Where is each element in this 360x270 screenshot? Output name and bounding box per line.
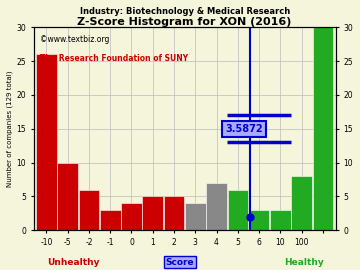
Bar: [143, 196, 163, 230]
Bar: [100, 210, 121, 230]
Bar: [164, 196, 184, 230]
Bar: [312, 27, 333, 230]
Bar: [121, 203, 142, 230]
Bar: [185, 203, 206, 230]
Text: 3.5872: 3.5872: [225, 124, 263, 134]
Text: Healthy: Healthy: [284, 258, 324, 266]
Bar: [270, 210, 291, 230]
Text: Score: Score: [166, 258, 194, 266]
Text: Industry: Biotechnology & Medical Research: Industry: Biotechnology & Medical Resear…: [80, 7, 290, 16]
Bar: [291, 176, 312, 230]
Bar: [57, 163, 78, 230]
Bar: [206, 183, 227, 230]
Bar: [228, 190, 248, 230]
Title: Z-Score Histogram for XON (2016): Z-Score Histogram for XON (2016): [77, 17, 292, 27]
Bar: [78, 190, 99, 230]
Text: ©www.textbiz.org: ©www.textbiz.org: [40, 35, 109, 45]
Bar: [249, 210, 269, 230]
Text: Unhealthy: Unhealthy: [47, 258, 99, 266]
Bar: [228, 203, 248, 230]
Y-axis label: Number of companies (129 total): Number of companies (129 total): [7, 70, 13, 187]
Bar: [36, 55, 57, 230]
Text: The Research Foundation of SUNY: The Research Foundation of SUNY: [40, 54, 188, 63]
